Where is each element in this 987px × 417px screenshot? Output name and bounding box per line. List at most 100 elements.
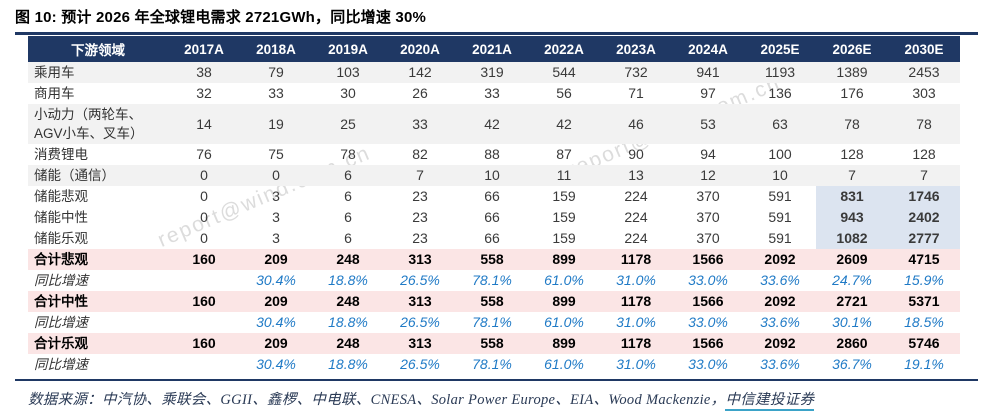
table-cell: 26.5% xyxy=(400,272,440,288)
table-cell: 1178 xyxy=(600,333,672,354)
table-cell: 33.0% xyxy=(688,314,728,330)
table-cell: 6 xyxy=(344,188,352,204)
column-header: 2024A xyxy=(672,36,744,62)
table-row: 储能乐观 0 3 6 23 66 159 224 370 591 1082 2777 xyxy=(28,228,960,249)
column-header: 2018A xyxy=(240,36,312,62)
table-cell: 71 xyxy=(628,85,644,101)
publisher-link[interactable]: 中信建投证券 xyxy=(725,392,815,411)
table-row: 储能悲观 0 3 6 23 66 159 224 370 591 831 1746 xyxy=(28,186,960,207)
table-cell: 3 xyxy=(272,209,280,225)
table-cell: 159 xyxy=(552,188,576,204)
table-cell: 209 xyxy=(240,333,312,354)
table-cell: 591 xyxy=(768,230,792,246)
table-cell: 33 xyxy=(268,85,284,101)
row-label: 储能悲观 xyxy=(34,189,88,204)
column-header: 2019A xyxy=(312,36,384,62)
table-cell: 303 xyxy=(912,85,936,101)
table-cell: 78.1% xyxy=(472,272,512,288)
table-cell: 209 xyxy=(240,291,312,312)
column-header: 2020A xyxy=(384,36,456,62)
table-cell: 941 xyxy=(672,62,744,83)
table-cell: 23 xyxy=(412,230,428,246)
table-cell: 61.0% xyxy=(544,272,584,288)
table-cell: 3 xyxy=(272,188,280,204)
row-label: 同比增速 xyxy=(34,357,88,372)
table-cell: 23 xyxy=(412,209,428,225)
table-cell: 33.0% xyxy=(688,272,728,288)
table-cell: 1566 xyxy=(672,291,744,312)
table-cell: 10 xyxy=(456,165,528,186)
table-cell: 36.7% xyxy=(832,356,872,372)
table-cell: 66 xyxy=(484,188,500,204)
table-cell: 18.8% xyxy=(328,356,368,372)
table-row: 同比增速 30.4% 18.8% 26.5% 78.1% 61.0% 31.0% 33.0% 3… xyxy=(28,270,960,291)
table-cell: 248 xyxy=(312,249,384,270)
table-cell: 42 xyxy=(456,104,528,144)
table-cell: 899 xyxy=(528,291,600,312)
table-cell: 248 xyxy=(312,333,384,354)
row-label: 合计中性 xyxy=(28,291,168,312)
table-cell: 831 xyxy=(816,186,888,207)
table-cell: 209 xyxy=(240,249,312,270)
table-cell: 159 xyxy=(552,209,576,225)
table-cell: 33.6% xyxy=(760,272,800,288)
table-cell: 2721 xyxy=(816,291,888,312)
table-cell: 38 xyxy=(168,62,240,83)
row-label: 商用车 xyxy=(34,86,75,101)
table-cell: 30.4% xyxy=(256,272,296,288)
table-header: 下游领域 2017A 2018A 2019A 2020A 2021A 2022A 2023A 2… xyxy=(28,36,960,62)
column-header: 下游领域 xyxy=(28,36,168,62)
row-label: 合计悲观 xyxy=(28,249,168,270)
table-row: 同比增速 30.4% 18.8% 26.5% 78.1% 61.0% 31.0% 33.0% 3… xyxy=(28,354,960,375)
figure-title: 图 10: 预计 2026 年全球锂电需求 2721GWh，同比增速 30% xyxy=(15,9,427,26)
table-cell: 558 xyxy=(456,291,528,312)
table-cell: 88 xyxy=(484,146,500,162)
table-cell xyxy=(168,312,240,333)
top-rule xyxy=(15,32,978,35)
table-cell: 76 xyxy=(196,146,212,162)
table-cell: 30 xyxy=(340,85,356,101)
table-cell: 6 xyxy=(312,165,384,186)
column-header: 2017A xyxy=(168,36,240,62)
row-label: 储能乐观 xyxy=(34,231,88,246)
table-cell: 30.1% xyxy=(832,314,872,330)
table-cell: 30.4% xyxy=(256,356,296,372)
table-cell: 78 xyxy=(816,104,888,144)
column-header: 2023A xyxy=(600,36,672,62)
table-cell: 943 xyxy=(816,207,888,228)
row-label: 合计乐观 xyxy=(28,333,168,354)
row-label: 同比增速 xyxy=(34,315,88,330)
table-cell: 14 xyxy=(168,104,240,144)
table-cell: 26.5% xyxy=(400,356,440,372)
table-cell: 12 xyxy=(672,165,744,186)
table-cell: 82 xyxy=(412,146,428,162)
table-cell: 31.0% xyxy=(616,272,656,288)
table-cell: 2092 xyxy=(744,333,816,354)
table-cell: 313 xyxy=(384,291,456,312)
table-cell: 370 xyxy=(696,209,720,225)
row-label: 储能中性 xyxy=(34,210,88,225)
table-cell: 33 xyxy=(484,85,500,101)
table-cell: 0 xyxy=(200,209,208,225)
table-cell: 2609 xyxy=(816,249,888,270)
table-cell: 176 xyxy=(840,85,864,101)
table-cell: 1746 xyxy=(888,186,960,207)
lithium-demand-table: 下游领域 2017A 2018A 2019A 2020A 2021A 2022A 2023A 2… xyxy=(28,36,960,375)
table-cell: 1566 xyxy=(672,249,744,270)
table-cell: 103 xyxy=(312,62,384,83)
table-cell: 128 xyxy=(840,146,864,162)
bottom-rule xyxy=(15,379,978,381)
table-cell: 1178 xyxy=(600,249,672,270)
table-cell: 2860 xyxy=(816,333,888,354)
table-cell xyxy=(168,270,240,291)
table-cell: 899 xyxy=(528,333,600,354)
table-cell: 66 xyxy=(484,230,500,246)
table-cell: 732 xyxy=(600,62,672,83)
table-cell: 0 xyxy=(168,165,240,186)
table-cell: 558 xyxy=(456,333,528,354)
table-row: 合计乐观 160 209 248 313 558 899 1178 1566 2092 2860 57… xyxy=(28,333,960,354)
table-cell: 319 xyxy=(456,62,528,83)
table-cell: 94 xyxy=(700,146,716,162)
table-cell: 78.1% xyxy=(472,356,512,372)
table-cell: 0 xyxy=(240,165,312,186)
